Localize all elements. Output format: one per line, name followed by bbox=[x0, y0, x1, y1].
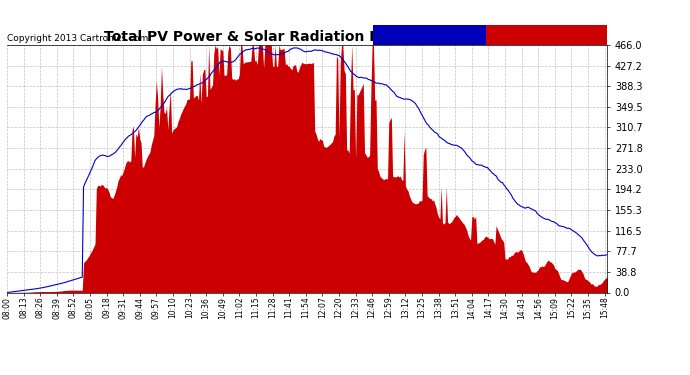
Title: Total PV Power & Solar Radiation Mon Dec 16 15:56: Total PV Power & Solar Radiation Mon Dec… bbox=[104, 30, 510, 44]
Text: Radiation  (W/m2): Radiation (W/m2) bbox=[375, 31, 466, 40]
Text: PV Panels  (DC Watts): PV Panels (DC Watts) bbox=[489, 31, 600, 40]
Text: Copyright 2013 Cartronics.com: Copyright 2013 Cartronics.com bbox=[7, 34, 148, 43]
